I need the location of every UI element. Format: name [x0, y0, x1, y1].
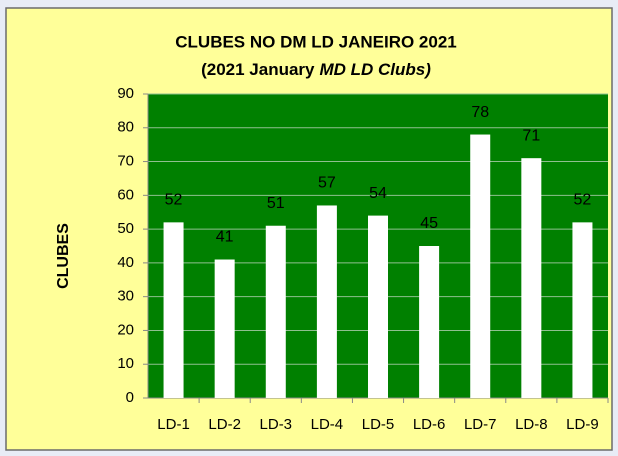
y-tick-label: 10: [117, 355, 134, 372]
bar: [265, 225, 286, 398]
subtitle-part: MD LD Clubs): [319, 60, 431, 79]
chart-subtitle: (2021 January MD LD Clubs): [201, 60, 431, 79]
x-tick-label: LD-8: [515, 416, 548, 433]
y-tick-label: 60: [117, 186, 134, 203]
y-tick-label: 40: [117, 254, 134, 271]
data-label: 78: [471, 104, 489, 121]
x-tick-label: LD-1: [157, 416, 190, 433]
x-tick-label: LD-3: [260, 416, 293, 433]
bar: [316, 205, 337, 398]
y-tick-label: 30: [117, 288, 134, 305]
bar: [214, 259, 235, 398]
y-tick-label: 0: [126, 389, 134, 406]
y-tick-label: 50: [117, 220, 134, 237]
data-label: 52: [574, 192, 592, 209]
bar: [572, 222, 593, 398]
bar: [521, 158, 542, 398]
x-tick-label: LD-7: [464, 416, 497, 433]
bar: [419, 246, 440, 398]
data-label: 52: [165, 192, 183, 209]
y-axis-label: CLUBES: [55, 223, 72, 289]
data-label: 71: [522, 127, 540, 144]
y-tick-label: 80: [117, 119, 134, 136]
bar: [368, 215, 388, 398]
bar: [163, 222, 184, 398]
chart-title: CLUBES NO DM LD JANEIRO 2021: [175, 32, 457, 51]
y-tick-label: 90: [117, 85, 134, 102]
x-tick-label: LD-4: [311, 416, 344, 433]
y-tick-label: 20: [117, 321, 134, 338]
y-tick-label: 70: [117, 153, 134, 170]
x-tick-label: LD-2: [208, 416, 241, 433]
data-label: 57: [318, 175, 336, 192]
data-label: 45: [420, 215, 438, 232]
x-tick-label: LD-6: [413, 416, 446, 433]
bar: [470, 134, 491, 399]
data-label: 41: [216, 229, 234, 246]
data-label: 54: [369, 185, 387, 202]
x-tick-label: LD-9: [566, 416, 599, 433]
subtitle-part: (2021 January: [201, 60, 315, 79]
data-label: 51: [267, 195, 285, 212]
x-tick-label: LD-5: [362, 416, 395, 433]
